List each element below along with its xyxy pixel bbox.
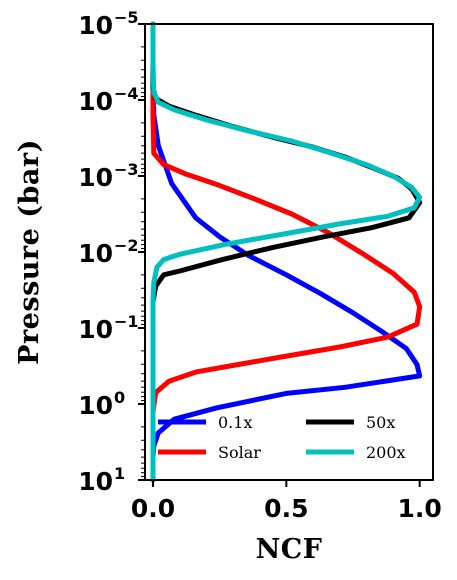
y-tick-exponent-1: −4 (114, 84, 139, 103)
y-tick-exponent-3: −2 (114, 236, 139, 255)
y-tick-exponent-5: 0 (114, 388, 125, 407)
y-tick-label-5: 10 (78, 391, 113, 420)
x-tick-label-1: 0.5 (264, 494, 308, 523)
series-line-3 (150, 21, 423, 483)
x-tick-label-2: 1.0 (398, 494, 442, 523)
y-tick-exponent-6: 1 (114, 464, 125, 483)
legend-label-3: 200x (366, 443, 406, 462)
x-axis: 0.0 0.5 1.0 (131, 480, 442, 523)
y-tick-label-3: 10 (78, 239, 113, 268)
y-tick-label-4: 10 (78, 315, 113, 344)
x-tick-label-0: 0.0 (131, 494, 175, 523)
y-tick-label-6: 10 (78, 467, 113, 496)
legend: 0.1x Solar 50x 200x (158, 413, 406, 462)
series-line-1 (150, 21, 423, 483)
legend-label-2: 50x (366, 413, 395, 432)
y-tick-label-0: 10 (78, 11, 113, 40)
y-tick-exponent-4: −1 (114, 312, 139, 331)
y-tick-exponent-0: −5 (114, 8, 139, 27)
x-axis-label: NCF (256, 534, 323, 565)
y-tick-label-1: 10 (78, 87, 113, 116)
legend-label-1: Solar (218, 443, 261, 462)
y-tick-label-2: 10 (78, 163, 113, 192)
series-lines (150, 21, 423, 483)
legend-label-0: 0.1x (218, 413, 252, 432)
y-tick-exponent-2: −3 (114, 160, 139, 179)
y-axis-label: Pressure (bar) (14, 139, 45, 365)
